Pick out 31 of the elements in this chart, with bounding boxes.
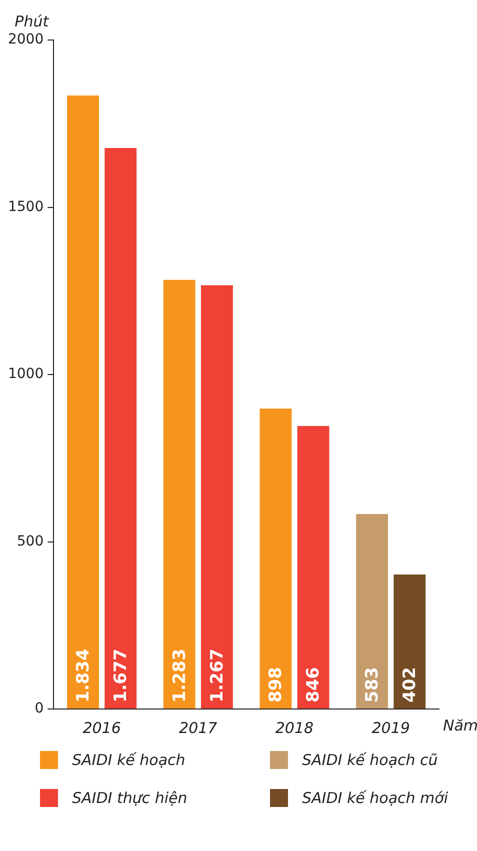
x-tick-label: 2018: [275, 718, 314, 737]
legend-label: SAIDI thực hiện: [72, 789, 188, 807]
bar: [104, 148, 137, 708]
bar: [297, 426, 330, 708]
legend-label: SAIDI kế hoạch: [72, 751, 186, 769]
data-label: 402: [400, 667, 420, 702]
y-tick-label: 1000: [8, 366, 44, 382]
data-label: 846: [304, 667, 324, 702]
x-tick-label: 2016: [82, 718, 121, 737]
bar: [356, 514, 388, 708]
bar: [163, 280, 196, 708]
data-label: 1.677: [111, 648, 132, 702]
bar: [260, 408, 292, 708]
y-tick-label: 0: [34, 700, 44, 717]
bar: [200, 285, 233, 708]
data-label: 1.834: [73, 648, 94, 702]
y-axis-title: Phút: [14, 12, 50, 30]
y-tick-label: 500: [16, 533, 44, 550]
bar: [67, 96, 99, 708]
legend-label: SAIDI kế hoạch mới: [302, 789, 448, 807]
y-tick-label: 1500: [8, 198, 44, 215]
data-label: 1.267: [207, 648, 228, 702]
data-label: 1.283: [170, 648, 190, 702]
data-label: 898: [266, 667, 286, 702]
x-tick-label: 2017: [179, 718, 218, 737]
x-axis-title: Năm: [443, 716, 477, 734]
bar: [394, 574, 426, 708]
y-tick-label: 2000: [8, 32, 44, 48]
x-tick-label: 2019: [372, 718, 410, 737]
data-label: 583: [362, 667, 382, 702]
legend-label: SAIDI kế hoạch cũ: [302, 751, 438, 769]
